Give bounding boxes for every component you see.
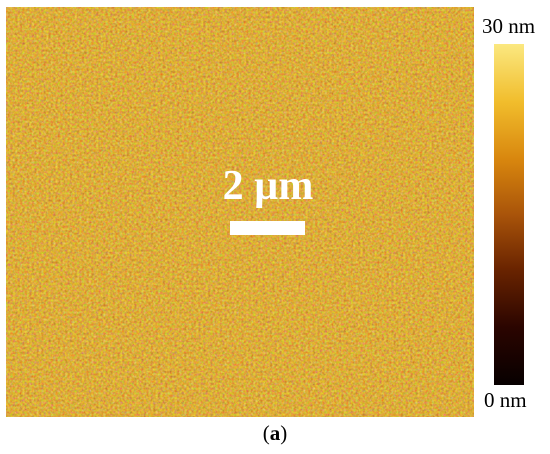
colorbar-min-label: 0 nm: [484, 388, 527, 412]
figure-caption: (a): [0, 420, 550, 446]
scale-bar: [230, 221, 305, 235]
caption-close-paren: ): [280, 421, 288, 445]
colorbar-gradient: [494, 44, 524, 385]
scale-bar-label: 2 µm: [222, 163, 314, 209]
afm-texture-svg: [6, 7, 474, 417]
height-colorbar: [494, 44, 524, 385]
afm-grain-texture: [6, 7, 474, 417]
colorbar-max-label: 30 nm: [482, 14, 536, 38]
caption-letter: a: [269, 421, 281, 445]
afm-topography-image: [6, 7, 474, 417]
caption-open-paren: (: [262, 421, 270, 445]
